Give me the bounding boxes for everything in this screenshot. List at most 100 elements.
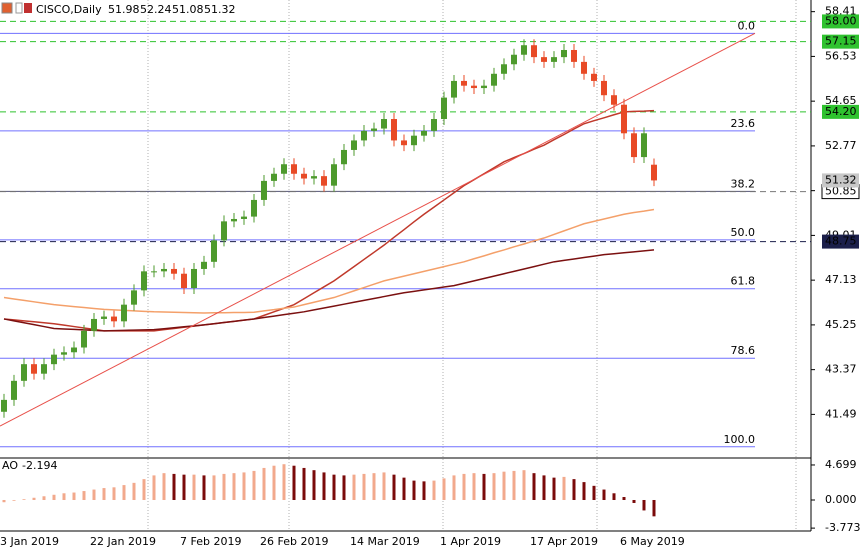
y-tick-label: 52.77 [825, 139, 857, 152]
candle-body [421, 130, 427, 136]
ao-bar [622, 497, 626, 500]
bid-label: 51.32 [825, 173, 857, 186]
ao-bar [542, 475, 546, 500]
candle-body [241, 216, 247, 219]
x-tick-label: 22 Jan 2019 [90, 535, 156, 548]
x-tick-label: 3 Jan 2019 [0, 535, 59, 548]
candle-body [141, 271, 147, 291]
ao-bar [262, 467, 266, 500]
ao-bar [652, 499, 656, 517]
ao-bar [472, 473, 476, 500]
ao-bar [432, 480, 436, 500]
candle-body [371, 128, 377, 131]
y-tick-label: 45.25 [825, 318, 857, 331]
candle-body [251, 199, 257, 217]
candle-body [461, 80, 467, 86]
ao-bar [572, 479, 576, 500]
candle-body [111, 316, 117, 322]
candle-body [591, 73, 597, 81]
ao-bar [192, 474, 196, 500]
bid-box [822, 173, 859, 188]
candle-body [281, 164, 287, 174]
candle-body [151, 271, 157, 273]
ao-bar [412, 480, 416, 500]
ao-bar [62, 493, 66, 500]
candle-body [61, 352, 67, 355]
candle-body [541, 57, 547, 62]
candle-body [191, 268, 197, 289]
candle-body [571, 49, 577, 62]
fib-label: 100.0 [724, 433, 756, 446]
ao-bar [392, 474, 396, 500]
candle-body [101, 316, 107, 319]
ao-bar [352, 474, 356, 500]
fib-label: 23.6 [731, 117, 756, 130]
ao-bar [2, 499, 6, 503]
ao-bar [502, 471, 506, 500]
price-level-box [822, 104, 859, 119]
indicator-title: AO [2, 459, 18, 472]
ao-bar [512, 470, 516, 500]
ao-bar [82, 491, 86, 500]
candle-body [651, 164, 657, 181]
candle-body [161, 268, 167, 272]
price-level-box [822, 14, 859, 29]
ao-bar [312, 470, 316, 500]
x-tick-label: 1 Apr 2019 [440, 535, 501, 548]
candle-body [11, 380, 17, 400]
candle-body [221, 221, 227, 241]
y-tick-label: 47.13 [825, 273, 857, 286]
ao-bar [42, 496, 46, 500]
ao-bar [232, 473, 236, 500]
header-low: 51.08 [172, 3, 204, 16]
ao-bar [532, 473, 536, 500]
ao-bar [612, 493, 616, 500]
candle-body [621, 104, 627, 134]
candle-body [341, 149, 347, 165]
ao-bar [562, 476, 566, 500]
y-tick-label: 41.49 [825, 407, 857, 420]
y-tick-label: 58.41 [825, 5, 857, 18]
fib-label: 38.2 [731, 177, 756, 190]
candle-body [261, 180, 267, 200]
candle-body [311, 176, 317, 179]
ao-bar [182, 474, 186, 500]
ao-bar [482, 473, 486, 500]
symbol-icon [24, 3, 32, 13]
candle-body [331, 164, 337, 186]
candle-body [211, 240, 217, 262]
candle-body [361, 130, 367, 141]
candle-body [641, 133, 647, 158]
x-tick-label: 6 May 2019 [620, 535, 685, 548]
ao-bar [152, 475, 156, 500]
price-level-label: 54.20 [825, 105, 857, 118]
indicator-value: -2.194 [22, 459, 57, 472]
y-tick-label: 0.000 [825, 493, 857, 506]
ao-bar [402, 477, 406, 500]
ao-bar [252, 470, 256, 500]
symbol-icon [15, 2, 23, 14]
fib-label: 50.0 [731, 226, 756, 239]
moving-average [3, 208, 655, 314]
candle-body [91, 318, 97, 331]
candle-body [431, 119, 437, 131]
ao-bar [212, 475, 216, 500]
candle-body [411, 135, 417, 146]
ao-bar [92, 489, 96, 500]
header-open: 51.98 [108, 3, 140, 16]
candle-body [401, 140, 407, 146]
ao-bar [422, 481, 426, 500]
candle-body [561, 49, 567, 58]
candle-body [21, 364, 27, 381]
moving-average [3, 249, 655, 332]
candle-body [521, 45, 527, 55]
candle-body [271, 173, 277, 181]
candle-body [181, 273, 187, 289]
candle-body [201, 261, 207, 269]
candle-body [381, 119, 387, 129]
ao-bar [632, 499, 636, 503]
ao-bar [292, 465, 296, 500]
ao-bar [382, 472, 386, 500]
plot-area: 58.4156.5354.6552.7750.8949.0147.1345.25… [0, 5, 860, 548]
